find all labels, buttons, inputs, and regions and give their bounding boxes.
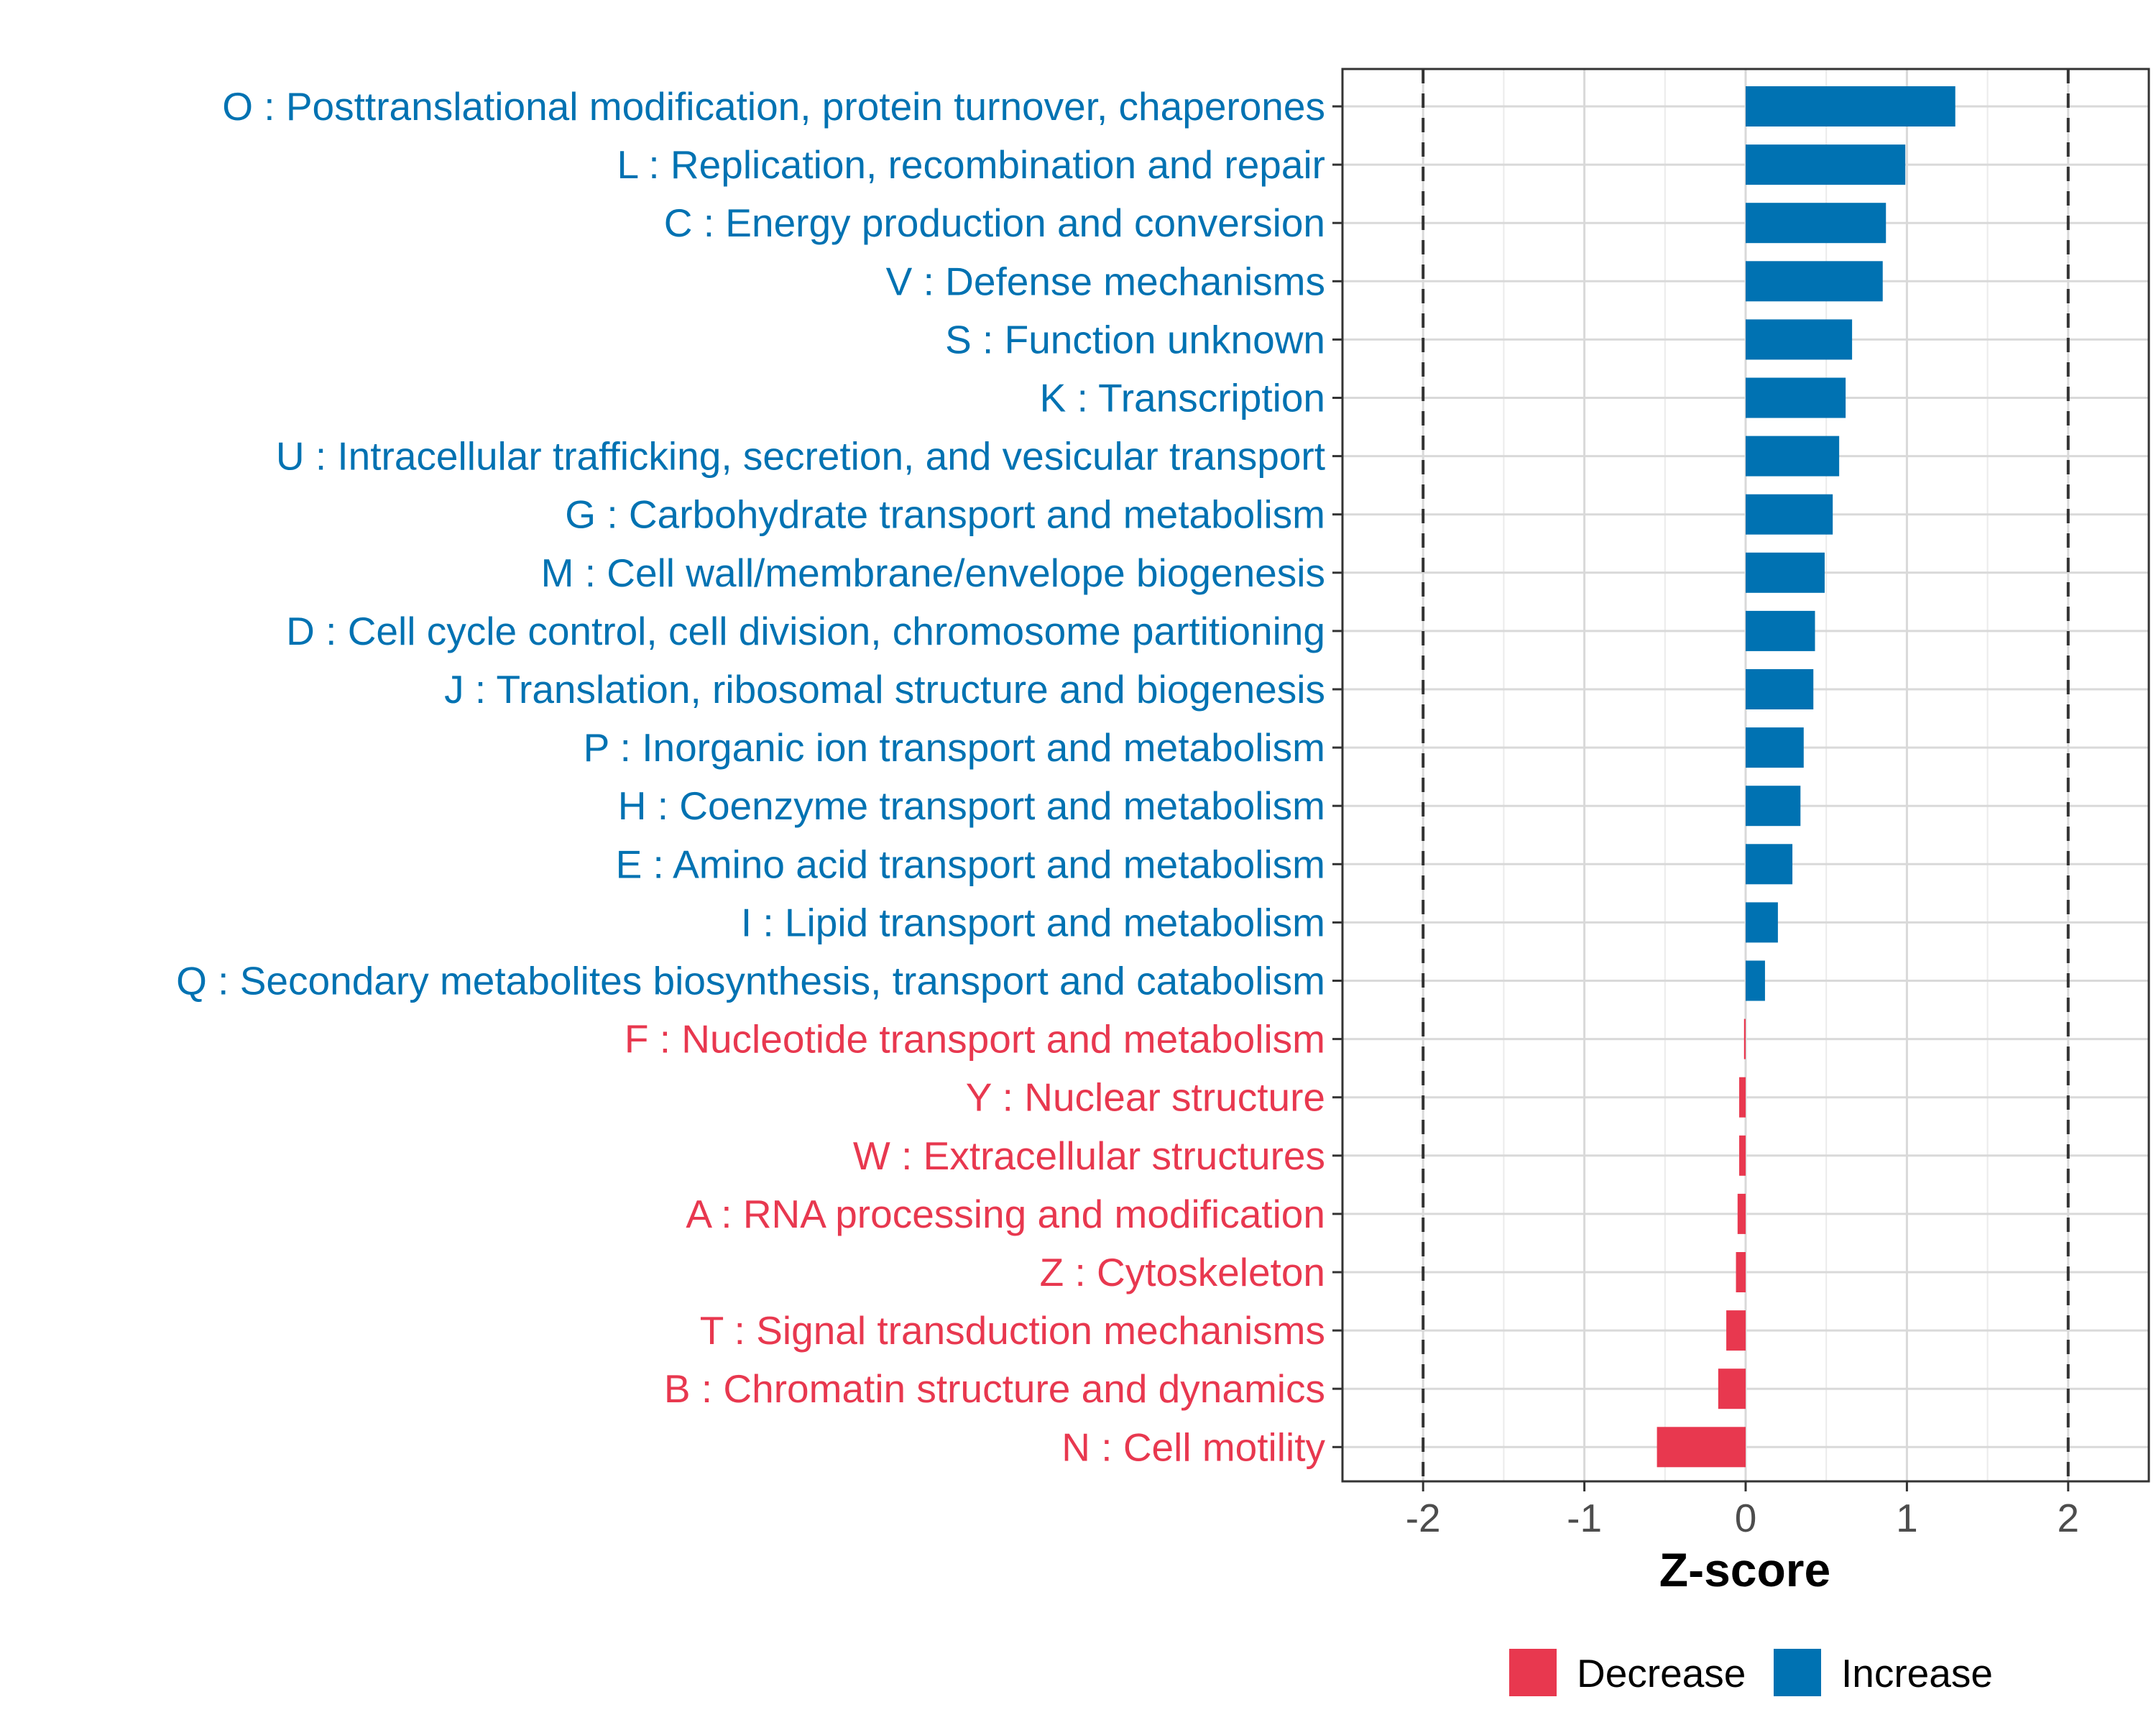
bar-o — [1746, 86, 1955, 126]
legend-swatch-increase — [1774, 1649, 1821, 1696]
bar-h — [1746, 786, 1801, 827]
category-label: N : Cell motility — [1061, 1425, 1325, 1469]
category-label: A : RNA processing and modification — [686, 1192, 1325, 1236]
bar-v — [1746, 261, 1883, 302]
bar-d — [1746, 610, 1815, 651]
category-label: J : Translation, ribosomal structure and… — [444, 667, 1325, 712]
bar-a — [1737, 1193, 1746, 1234]
legend-label-decrease: Decrease — [1577, 1651, 1746, 1696]
category-label: E : Amino acid transport and metabolism — [616, 842, 1325, 886]
category-label: S : Function unknown — [945, 317, 1325, 362]
bar-w — [1739, 1135, 1746, 1176]
bar-q — [1746, 960, 1765, 1001]
x-tick-label: 1 — [1896, 1496, 1918, 1540]
category-label: D : Cell cycle control, cell division, c… — [286, 609, 1325, 653]
category-label: T : Signal transduction mechanisms — [700, 1308, 1325, 1353]
x-tick-label: -1 — [1567, 1496, 1602, 1540]
category-label: Q : Secondary metabolites biosynthesis, … — [176, 959, 1325, 1003]
bar-e — [1746, 844, 1793, 885]
bar-g — [1746, 494, 1833, 535]
category-label: H : Coenzyme transport and metabolism — [618, 783, 1325, 828]
legend: Decrease Increase — [1509, 1649, 1993, 1696]
x-axis-title: Z-score — [1659, 1543, 1830, 1596]
bar-p — [1746, 727, 1804, 768]
bar-l — [1746, 144, 1906, 185]
category-label: I : Lipid transport and metabolism — [741, 900, 1325, 944]
category-label: Y : Nuclear structure — [966, 1075, 1325, 1120]
bar-u — [1746, 436, 1840, 477]
category-label: W : Extracellular structures — [853, 1133, 1325, 1178]
category-label: P : Inorganic ion transport and metaboli… — [584, 725, 1325, 770]
category-label: G : Carbohydrate transport and metabolis… — [565, 492, 1325, 537]
category-label: F : Nucleotide transport and metabolism — [625, 1017, 1325, 1062]
category-label: Z : Cytoskeleton — [1040, 1250, 1325, 1294]
category-label: U : Intracellular trafficking, secretion… — [276, 434, 1325, 479]
category-label: M : Cell wall/membrane/envelope biogenes… — [541, 551, 1325, 595]
category-label: O : Posttranslational modification, prot… — [222, 84, 1325, 129]
x-tick-label: 0 — [1735, 1496, 1757, 1540]
bar-i — [1746, 902, 1778, 943]
category-label: C : Energy production and conversion — [664, 201, 1325, 245]
plot-area: O : Posttranslational modification, prot… — [176, 68, 2150, 1540]
bar-t — [1726, 1310, 1746, 1351]
x-tick-label: -2 — [1406, 1496, 1441, 1540]
bar-s — [1746, 319, 1853, 360]
bar-j — [1746, 669, 1814, 709]
bar-m — [1746, 552, 1825, 593]
bar-y — [1739, 1077, 1746, 1118]
category-label: B : Chromatin structure and dynamics — [664, 1366, 1325, 1411]
bar-b — [1718, 1368, 1746, 1409]
category-label: L : Replication, recombination and repai… — [617, 142, 1325, 187]
bar-c — [1746, 203, 1886, 244]
bar-f — [1743, 1018, 1746, 1059]
category-label: V : Defense mechanisms — [886, 259, 1325, 303]
bar-k — [1746, 377, 1846, 418]
bar-n — [1657, 1427, 1746, 1468]
category-label: K : Transcription — [1040, 376, 1325, 420]
legend-swatch-decrease — [1509, 1649, 1557, 1696]
bar-z — [1736, 1252, 1746, 1292]
x-tick-label: 2 — [2058, 1496, 2080, 1540]
legend-label-increase: Increase — [1841, 1651, 1993, 1696]
